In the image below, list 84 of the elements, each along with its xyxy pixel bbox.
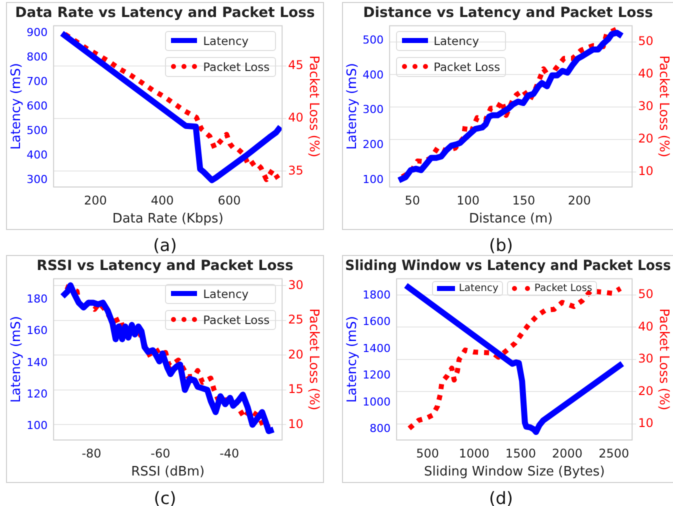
y-tick-label: 100 [362, 173, 384, 186]
y-tick-label: 120 [26, 388, 48, 401]
y2-tick-label: 40 [288, 110, 304, 125]
y2-tick-label: 15 [288, 382, 304, 396]
x-tick-label: 100 [456, 193, 480, 208]
y-tick-label: 1000 [362, 395, 391, 408]
x-tick-label: 150 [512, 193, 536, 208]
x-tick-label: -80 [82, 446, 102, 460]
y2-tick-label: 45 [288, 58, 304, 72]
legend-label: Packet Loss [534, 282, 592, 294]
y-tick-label: 500 [26, 124, 48, 138]
y-tick-label: 700 [26, 75, 48, 88]
y-tick-label: 400 [362, 68, 384, 82]
legend-label: Packet Loss [434, 60, 500, 74]
x-tick-label: 1000 [458, 446, 490, 460]
y2-axis-title: Packet Loss (%) [656, 55, 671, 158]
y2-tick-label: 20 [638, 384, 654, 398]
x-tick-label: 200 [84, 193, 107, 208]
chart-title: Data Rate vs Latency and Packet Loss [15, 5, 315, 22]
y-tick-label: 1600 [362, 315, 391, 328]
y2-tick-label: 40 [638, 319, 654, 334]
x-tick-label: -40 [220, 446, 240, 460]
x-axis-title: Sliding Window Size (Bytes) [424, 464, 605, 480]
x-tick-label: 2000 [552, 446, 583, 460]
y2-tick-label: 40 [638, 66, 654, 80]
chart-title: Distance vs Latency and Packet Loss [363, 5, 653, 22]
y-tick-label: 900 [26, 26, 48, 40]
y-tick-label: 800 [26, 50, 48, 64]
y-tick-label: 300 [362, 103, 384, 116]
legend-label: Latency [458, 282, 498, 294]
y2-tick-label: 30 [638, 99, 654, 114]
y-axis-title: Latency (mS) [345, 316, 360, 403]
y-axis-title: Latency (mS) [9, 316, 24, 403]
y2-tick-label: 10 [638, 416, 654, 430]
y-tick-label: 400 [26, 148, 48, 162]
text: (d) [488, 489, 514, 506]
y-tick-label: 200 [362, 138, 384, 152]
legend-label: Latency [203, 286, 249, 301]
x-tick-label: 200 [568, 193, 591, 208]
legend-label: Latency [203, 34, 249, 48]
x-tick-label: 50 [404, 193, 420, 208]
legend-label: Packet Loss [203, 312, 270, 327]
y-tick-label: 1200 [362, 368, 391, 382]
x-axis-title: Data Rate (Kbps) [112, 212, 224, 227]
y-tick-label: 600 [26, 100, 48, 113]
legend-label: Packet Loss [203, 60, 270, 74]
y-tick-label: 140 [26, 356, 48, 369]
y2-tick-label: 10 [638, 164, 654, 178]
x-tick-label: 400 [150, 193, 174, 208]
y2-tick-label: 10 [288, 416, 304, 431]
y-tick-label: 100 [26, 419, 48, 432]
y2-axis-title: Packet Loss (%) [656, 308, 671, 410]
x-axis-title: RSSI (dBm) [131, 464, 205, 480]
y-tick-label: 1400 [362, 342, 391, 355]
y-axis-title: Latency (mS) [345, 63, 360, 150]
y-tick-label: 180 [26, 292, 48, 306]
chart-title: RSSI vs Latency and Packet Loss [36, 258, 294, 274]
y2-tick-label: 35 [288, 163, 304, 178]
text: (b) [488, 236, 514, 256]
y-tick-label: 300 [26, 173, 48, 186]
text: (a) [152, 236, 178, 256]
y-tick-label: 160 [26, 324, 48, 338]
chart-title: Sliding Window vs Latency and Packet Loss [345, 258, 671, 274]
x-tick-label: -60 [150, 446, 170, 460]
y2-tick-label: 30 [638, 352, 654, 366]
y2-axis-title: Packet Loss (%) [306, 308, 321, 410]
y-tick-label: 500 [362, 33, 384, 46]
legend-label: Latency [434, 34, 480, 48]
y2-tick-label: 30 [288, 278, 304, 292]
x-axis-title: Distance (m) [468, 212, 553, 227]
y-tick-label: 1800 [362, 288, 391, 302]
y2-tick-label: 50 [638, 287, 654, 302]
x-tick-label: 2500 [598, 446, 630, 460]
y-axis-title: Latency (mS) [9, 63, 24, 150]
y2-tick-label: 20 [638, 132, 654, 146]
y2-tick-label: 50 [638, 34, 654, 48]
text: (c) [152, 489, 178, 506]
y-tick-label: 800 [370, 422, 391, 436]
y2-tick-label: 20 [288, 347, 304, 362]
x-tick-label: 600 [218, 193, 241, 208]
x-tick-label: 1500 [505, 446, 536, 460]
x-tick-label: 500 [416, 446, 439, 460]
y2-tick-label: 25 [288, 312, 304, 327]
y2-axis-title: Packet Loss (%) [306, 55, 321, 158]
